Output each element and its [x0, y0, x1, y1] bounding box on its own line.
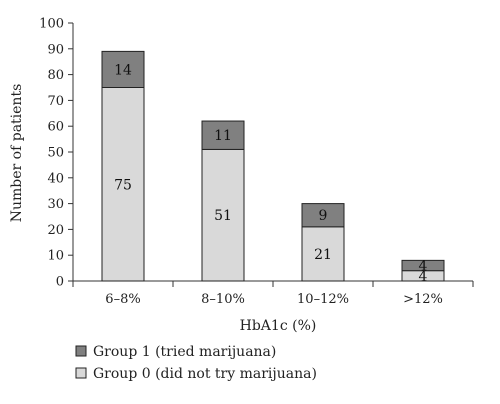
y-axis-label: Number of patients [9, 84, 25, 223]
x-tick-label: >12% [403, 292, 443, 307]
bar-segment [401, 259, 445, 272]
bar-segment [101, 50, 145, 88]
y-tick-label: 50 [47, 146, 64, 161]
bar-segment [201, 120, 245, 150]
bar-segment [301, 226, 345, 282]
y-tick-label: 60 [47, 120, 64, 135]
bar-segment [301, 203, 345, 228]
x-axis-label: HbA1c (%) [240, 318, 317, 334]
y-tick-label: 10 [47, 249, 64, 264]
x-axis: 6–8% 8–10% 10–12% >12% [72, 280, 474, 307]
x-tick-label: 8–10% [201, 292, 245, 307]
y-tick-label: 80 [47, 68, 64, 83]
legend-swatch [75, 345, 87, 357]
x-tick-label: 10–12% [297, 292, 349, 307]
bars: 75 14 51 11 21 9 44 [101, 50, 445, 285]
data-label: 14 [114, 62, 132, 78]
x-tick-label: 6–8% [105, 292, 140, 307]
legend: Group 1 (tried marijuana) Group 0 (did no… [75, 344, 317, 382]
y-tick-label: 40 [47, 171, 64, 186]
y-tick-label: 30 [47, 197, 64, 212]
y-tick-label: 90 [47, 42, 64, 57]
data-label: 51 [214, 208, 232, 224]
y-axis: 0 10 20 30 40 50 60 70 80 90 100 [39, 17, 74, 290]
y-tick-label: 0 [56, 275, 64, 290]
y-tick-label: 20 [47, 223, 64, 238]
legend-entry: Group 1 (tried marijuana) [93, 344, 276, 360]
data-label: 75 [114, 177, 132, 193]
data-label: 4 [419, 269, 428, 285]
y-tick-label: 100 [39, 17, 64, 32]
data-label: 9 [319, 208, 328, 224]
y-tick-label: 70 [47, 94, 64, 109]
data-label: 4 [419, 259, 428, 275]
data-label: 11 [214, 128, 232, 144]
legend-entry: Group 0 (did not try marijuana) [93, 366, 317, 382]
legend-swatch [75, 367, 87, 379]
data-label: 21 [314, 247, 332, 263]
